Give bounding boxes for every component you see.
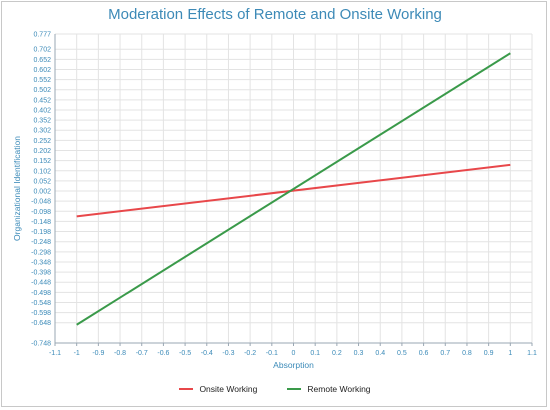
series-lines xyxy=(76,52,511,326)
y-tick-label: -0.548 xyxy=(31,300,51,307)
x-tick-label: 0 xyxy=(292,350,296,357)
y-tick-label: 0.102 xyxy=(33,168,51,175)
y-tick-label: -0.398 xyxy=(31,270,51,277)
legend-label-onsite: Onsite Working xyxy=(199,384,258,394)
y-tick-label: 0.777 xyxy=(33,32,51,39)
legend-swatch-onsite xyxy=(179,388,194,390)
x-tick-label: -0.1 xyxy=(266,350,278,357)
legend-label-remote: Remote Working xyxy=(307,384,371,394)
x-tick-label: -0.8 xyxy=(114,350,126,357)
x-tick-labels: -1.1 -1 -0.9 -0.8 -0.7 -0.6 -0.5 -0.4 -0.3 -0.2 -0… xyxy=(49,350,537,357)
y-tick-label: 0.702 xyxy=(33,47,51,54)
x-tick-label: 0.1 xyxy=(310,350,320,357)
x-tick-label: -0.4 xyxy=(201,350,213,357)
y-tick-label: -0.098 xyxy=(31,209,51,216)
x-tick-label: 0.9 xyxy=(484,350,494,357)
x-tick-label: -0.9 xyxy=(92,350,104,357)
axes xyxy=(54,34,533,346)
x-tick-label: 0.8 xyxy=(462,350,472,357)
y-tick-label: -0.148 xyxy=(31,219,51,226)
x-tick-label: 0.7 xyxy=(440,350,450,357)
y-tick-label: -0.198 xyxy=(31,229,51,236)
y-tick-label: 0.002 xyxy=(33,189,51,196)
x-tick-label: 1 xyxy=(508,350,512,357)
x-tick-label: -0.7 xyxy=(136,350,148,357)
grid-lines xyxy=(54,33,533,344)
y-tick-label: 0.352 xyxy=(33,118,51,125)
legend-swatch-remote xyxy=(287,388,302,390)
y-tick-label: -0.248 xyxy=(31,239,51,246)
y-tick-label: -0.448 xyxy=(31,280,51,287)
x-tick-label: 0.5 xyxy=(397,350,407,357)
y-tick-label: 0.152 xyxy=(33,158,51,165)
legend-item-remote[interactable]: Remote Working xyxy=(287,384,371,394)
y-tick-label: 0.552 xyxy=(33,77,51,84)
y-tick-label: -0.298 xyxy=(31,249,51,256)
y-tick-label: 0.602 xyxy=(33,67,51,74)
y-tick-label: -0.048 xyxy=(31,199,51,206)
legend: Onsite Working Remote Working xyxy=(0,384,550,394)
y-tick-label: -0.348 xyxy=(31,259,51,266)
x-tick-label: -1 xyxy=(74,350,80,357)
legend-item-onsite[interactable]: Onsite Working xyxy=(179,384,257,394)
x-tick-label: 1.1 xyxy=(527,350,537,357)
x-tick-label: -1.1 xyxy=(49,350,61,357)
x-tick-label: 0.4 xyxy=(375,350,385,357)
y-tick-label: -0.598 xyxy=(31,310,51,317)
series-line-remote xyxy=(76,52,511,326)
chart-title: Moderation Effects of Remote and Onsite … xyxy=(108,6,442,23)
y-tick-label: 0.402 xyxy=(33,107,51,114)
y-tick-label: -0.498 xyxy=(31,290,51,297)
x-tick-label: -0.2 xyxy=(244,350,256,357)
y-tick-label: 0.452 xyxy=(33,97,51,104)
series-line-onsite xyxy=(76,163,511,218)
y-tick-label: -0.648 xyxy=(31,320,51,327)
x-tick-label: 0.3 xyxy=(354,350,364,357)
y-tick-label: 0.202 xyxy=(33,148,51,155)
y-tick-label: -0.748 xyxy=(31,341,51,348)
x-tick-label: -0.6 xyxy=(157,350,169,357)
y-tick-labels: 0.777 0.702 0.652 0.602 0.552 0.502 0.452 0.402… xyxy=(31,32,51,348)
x-tick-label: -0.3 xyxy=(222,350,234,357)
x-tick-label: 0.6 xyxy=(419,350,429,357)
y-tick-label: 0.652 xyxy=(33,57,51,64)
y-tick-label: 0.502 xyxy=(33,87,51,94)
y-tick-label: 0.052 xyxy=(33,178,51,185)
y-tick-label: 0.302 xyxy=(33,128,51,135)
x-tick-label: -0.5 xyxy=(179,350,191,357)
x-axis-label: Absorption xyxy=(273,360,314,370)
y-tick-label: 0.252 xyxy=(33,138,51,145)
x-tick-label: 0.2 xyxy=(332,350,342,357)
y-axis-label: Organizational Identification xyxy=(12,136,22,241)
